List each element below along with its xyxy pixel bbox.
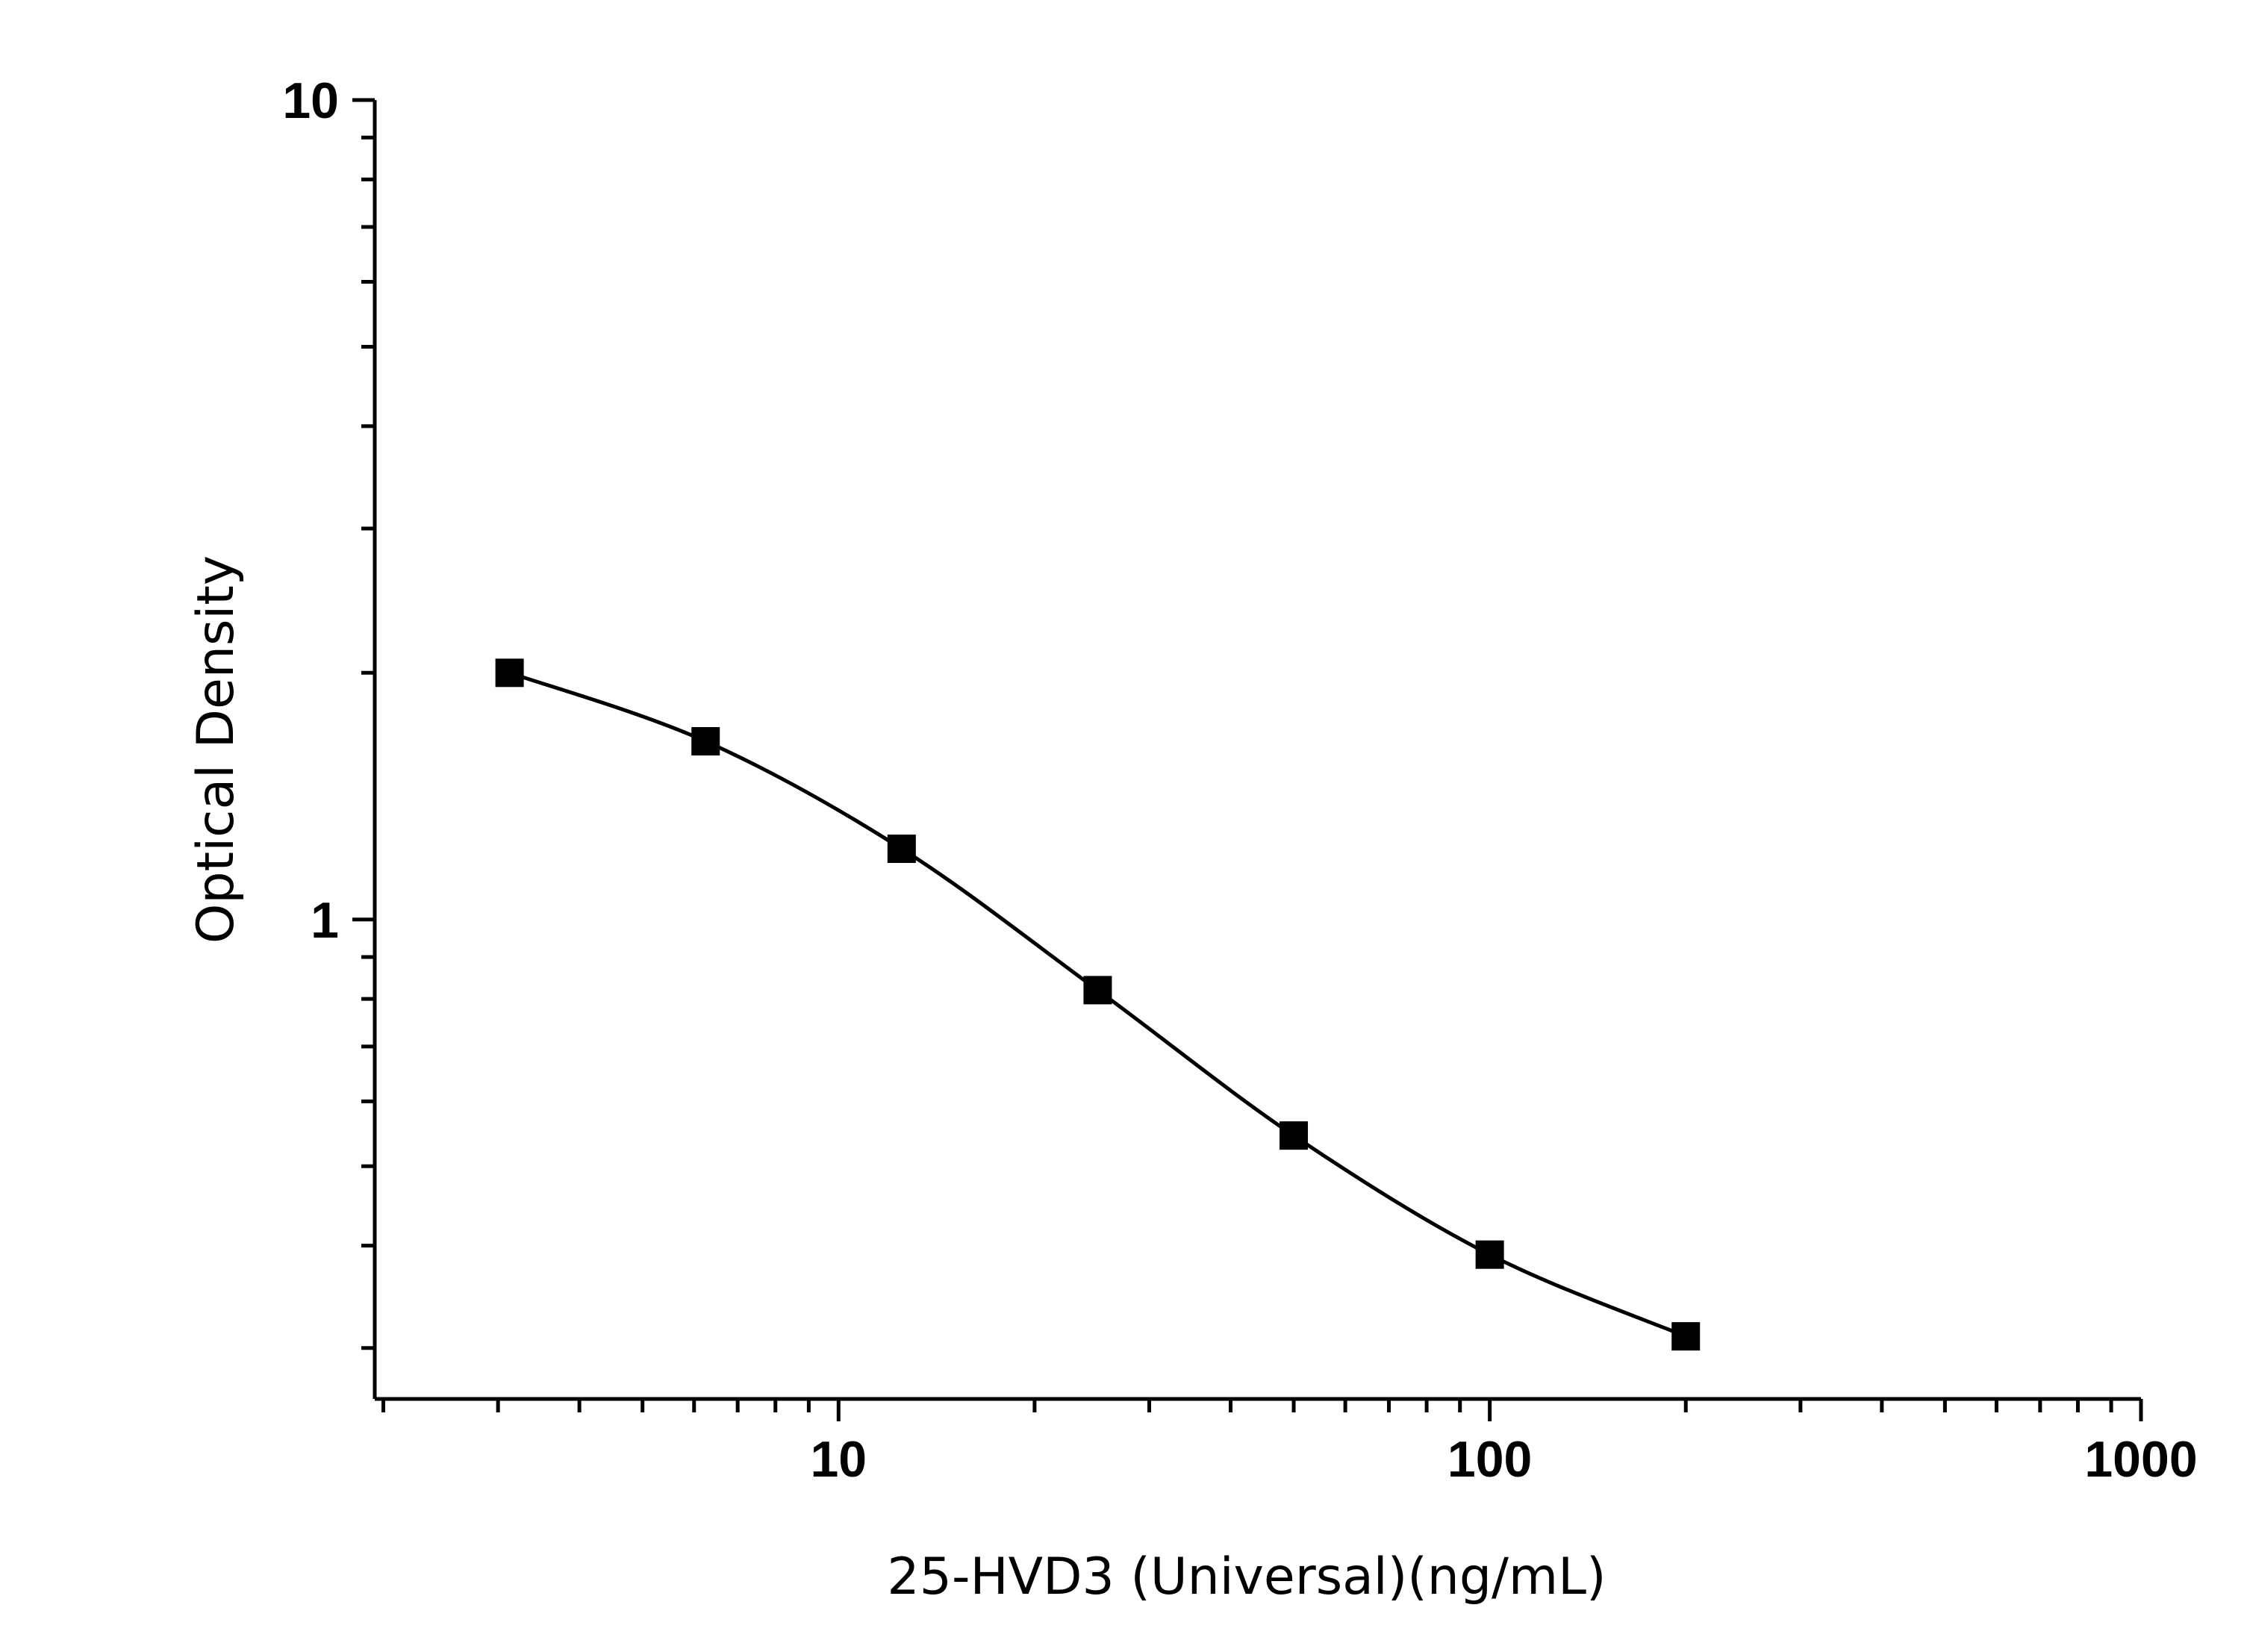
y-tick-label: 1 [311, 892, 339, 949]
y-tick-label: 10 [282, 72, 339, 129]
data-point [1671, 1322, 1701, 1351]
tick-marks [352, 98, 2143, 1421]
data-point [1280, 1121, 1309, 1150]
data-point [495, 658, 524, 688]
y-axis-title: Optical Density [187, 555, 246, 944]
x-tick-label: 10 [810, 1431, 867, 1488]
x-tick-label: 1000 [2084, 1431, 2197, 1488]
x-tick-label: 100 [1447, 1431, 1532, 1488]
data-points [495, 658, 1701, 1351]
data-point [1475, 1240, 1504, 1269]
axes [373, 100, 2141, 1401]
tick-labels: 10 100 1000 1 10 [282, 72, 2197, 1488]
data-point [1083, 976, 1112, 1005]
data-point [887, 834, 916, 863]
x-axis-title: 25-HVD3 (Universal)(ng/mL) [887, 1547, 1606, 1606]
fit-curve [508, 670, 1687, 1338]
data-point [691, 727, 720, 756]
